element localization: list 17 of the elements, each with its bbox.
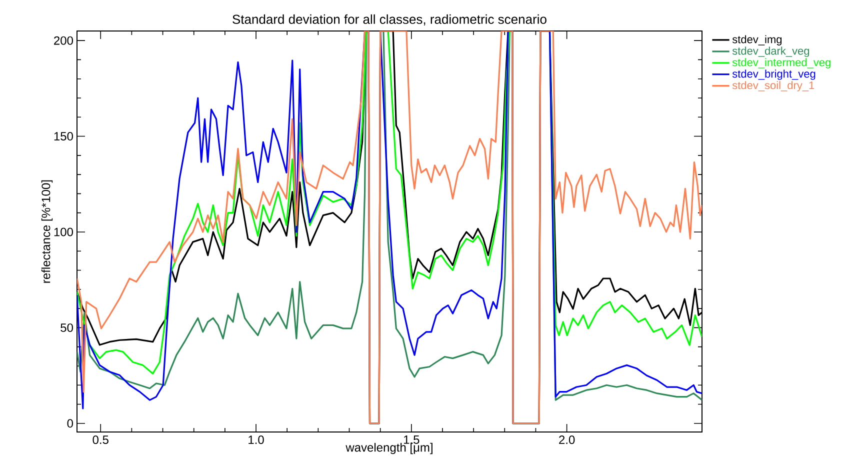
y-axis-title: reflectance [%*100] [41, 180, 53, 283]
y-tick-label: 50 [60, 323, 74, 332]
legend-label: stdev_img [732, 35, 782, 46]
x-tick-label: 1.0 [248, 436, 264, 444]
legend-label: stdev_soil_dry_1 [732, 81, 814, 92]
legend-label: stdev_dark_veg [732, 46, 810, 57]
x-tick-label: 0.5 [92, 436, 108, 444]
x-axis-title: wavelength [μm] [346, 442, 432, 454]
legend-label: stdev_bright_veg [732, 70, 816, 80]
x-tick-label: 1.5 [404, 436, 420, 444]
x-tick-label: 2.0 [559, 436, 575, 444]
chart-title: Standard deviation for all classes, radiometric scenario [232, 14, 546, 26]
y-tick-label: 100 [54, 228, 73, 236]
y-tick-label: 0 [67, 419, 74, 428]
legend-label: stdev_intermed_veg [732, 58, 830, 68]
y-tick-label: 200 [54, 36, 73, 45]
y-tick-label: 150 [54, 132, 73, 141]
